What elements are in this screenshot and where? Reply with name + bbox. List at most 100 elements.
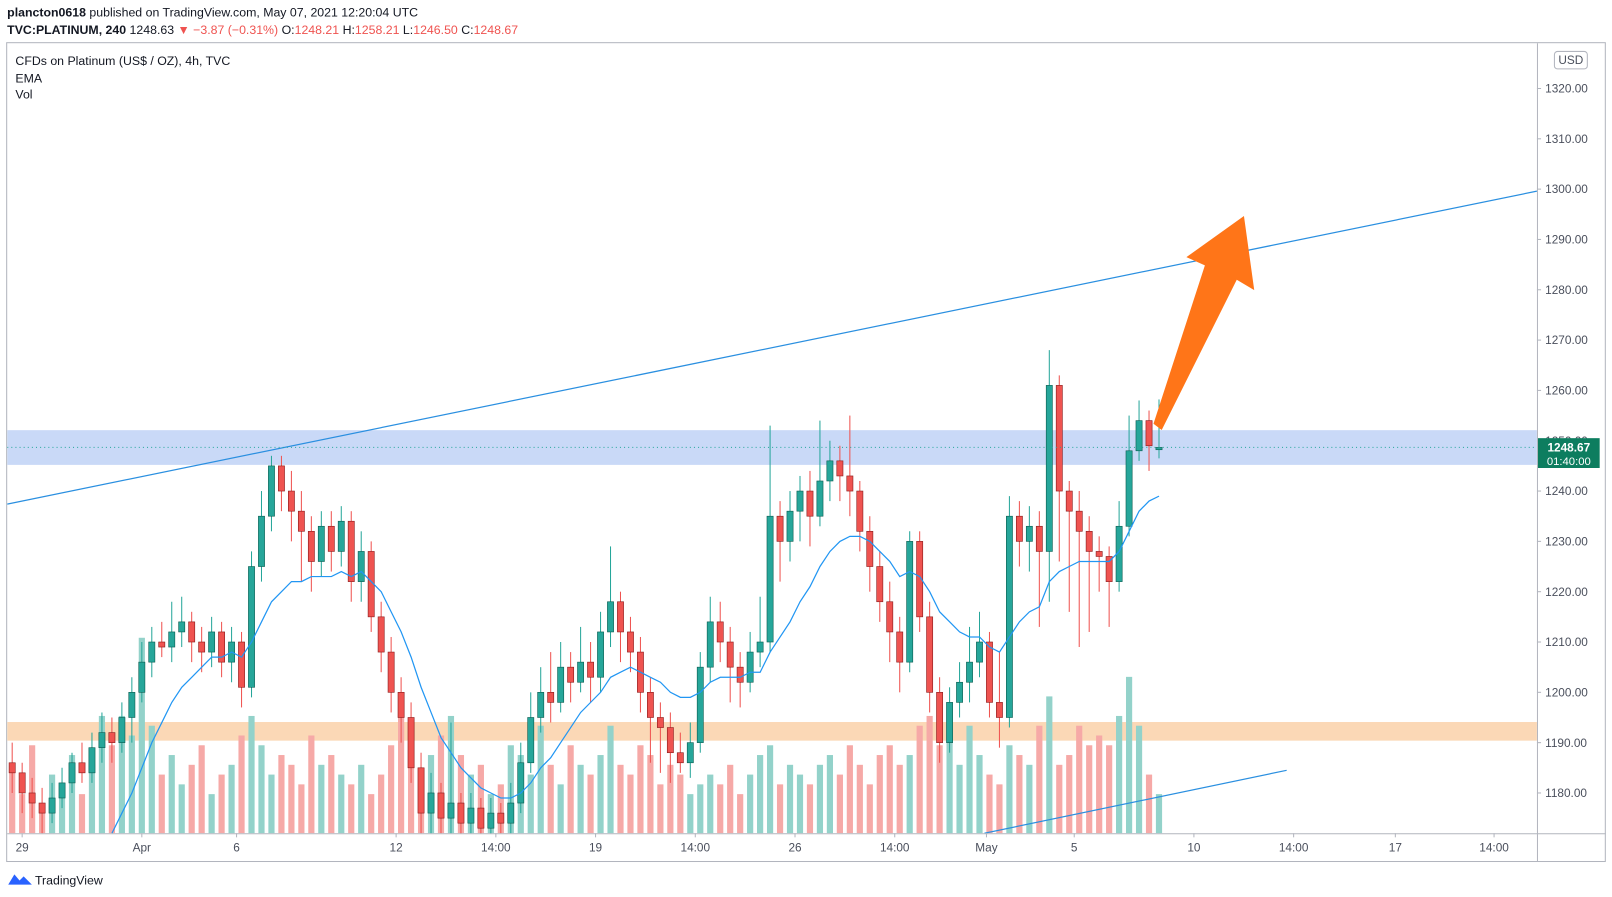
candle-body	[686, 742, 694, 764]
x-tick-label: May	[975, 841, 997, 855]
x-tick-label: 29	[16, 841, 30, 855]
last: 1248.63	[130, 23, 175, 37]
indicator: Vol	[15, 88, 32, 102]
candle-body	[327, 525, 335, 552]
candle-body	[268, 465, 275, 517]
volume-bar	[956, 764, 963, 834]
volume-bar	[577, 764, 584, 834]
volume-bar	[1016, 755, 1023, 834]
h: 1258.21	[355, 23, 400, 37]
volume-bar	[1076, 725, 1083, 834]
last-price: 1248.67	[1547, 441, 1590, 455]
candle-body	[1045, 385, 1053, 552]
y-tick-label: 1190.00	[1545, 736, 1587, 750]
volume-bar	[976, 755, 983, 834]
volume-bar	[786, 764, 794, 834]
volume-bar	[1086, 745, 1093, 834]
y-tick-label: 1300.00	[1545, 182, 1588, 196]
candle-body	[1085, 530, 1093, 552]
candle-body	[996, 702, 1003, 718]
volume-bar	[906, 755, 913, 834]
volume-bar	[288, 764, 295, 834]
candle-body	[1095, 551, 1103, 557]
volume-bar	[727, 764, 734, 834]
candle-body	[956, 681, 963, 703]
candle-body	[577, 661, 585, 683]
published: published on TradingView.com, May 07, 20…	[89, 5, 418, 19]
candle-body	[856, 490, 864, 532]
x-tick-label: 26	[788, 841, 802, 855]
currency-box[interactable]	[1553, 50, 1588, 70]
volume-bar	[348, 784, 355, 834]
candle-body	[796, 490, 804, 512]
candle-body	[587, 661, 594, 678]
volume-bar	[607, 725, 614, 834]
x-tick-label: 14:00	[880, 841, 910, 855]
o: 1248.21	[295, 23, 340, 37]
trendline	[984, 769, 1287, 834]
byline: plancton0618 published on TradingView.co…	[7, 5, 418, 19]
x-tick-label: 12	[390, 841, 403, 855]
volume-bar	[617, 764, 624, 834]
volume-bar	[697, 784, 704, 834]
arrow	[1153, 216, 1255, 430]
candle-body	[128, 692, 136, 718]
candle-body	[676, 752, 684, 764]
candle-body	[936, 692, 944, 743]
candle-body	[148, 641, 156, 663]
candle-body	[716, 621, 724, 643]
y-tick-label: 1260.00	[1545, 384, 1588, 398]
volume-bar	[1155, 794, 1163, 834]
volume-bar	[88, 764, 96, 834]
candle-body	[766, 515, 774, 643]
candle-body	[726, 641, 734, 668]
volume-bar	[826, 755, 834, 834]
candle-body	[307, 530, 315, 562]
candle-body	[1015, 515, 1023, 542]
x-tick-label: 14:00	[1479, 841, 1509, 855]
candle-body	[806, 490, 814, 517]
candle-body	[347, 520, 355, 582]
volume-bar	[996, 784, 1003, 834]
candle-body	[178, 621, 186, 633]
frame	[6, 42, 1606, 863]
l: 1246.50	[413, 23, 458, 37]
y-tick-label: 1180.00	[1545, 786, 1587, 800]
candle-body	[986, 641, 993, 703]
candle-body	[916, 541, 924, 618]
candle-body	[896, 631, 904, 663]
y-tick-label: 1210.00	[1545, 635, 1588, 649]
volume-bar	[707, 774, 714, 834]
volume-bar	[567, 745, 574, 834]
author: plancton0618	[7, 5, 86, 19]
y-tick-label: 1230.00	[1545, 534, 1588, 548]
candle-body	[886, 601, 894, 633]
volume-bar	[9, 764, 16, 834]
candle-body	[1105, 556, 1113, 582]
x-tick-label: 5	[1071, 841, 1078, 855]
x-tick-label: 14:00	[1279, 841, 1309, 855]
candle-body	[836, 460, 844, 477]
c: 1248.67	[474, 23, 519, 37]
volume-bar	[1006, 745, 1013, 834]
candle-body	[1065, 490, 1073, 512]
volume-bar	[398, 715, 405, 834]
candle-body	[826, 460, 834, 482]
candle-body	[756, 641, 764, 653]
last-price-box	[1537, 438, 1600, 468]
candle-body	[1035, 525, 1043, 552]
candle-body	[776, 515, 784, 542]
candle-body	[108, 732, 116, 743]
volume-bar	[168, 755, 175, 834]
volume-bar	[946, 735, 953, 834]
candle-body	[617, 601, 624, 633]
candle-body	[387, 651, 395, 693]
volume-bar	[407, 764, 415, 834]
candle-body	[297, 510, 305, 532]
candle-body	[1145, 420, 1153, 447]
candle-body	[437, 792, 445, 819]
candle-body	[218, 631, 226, 663]
volume-bar	[58, 784, 66, 834]
zone	[7, 722, 1537, 741]
